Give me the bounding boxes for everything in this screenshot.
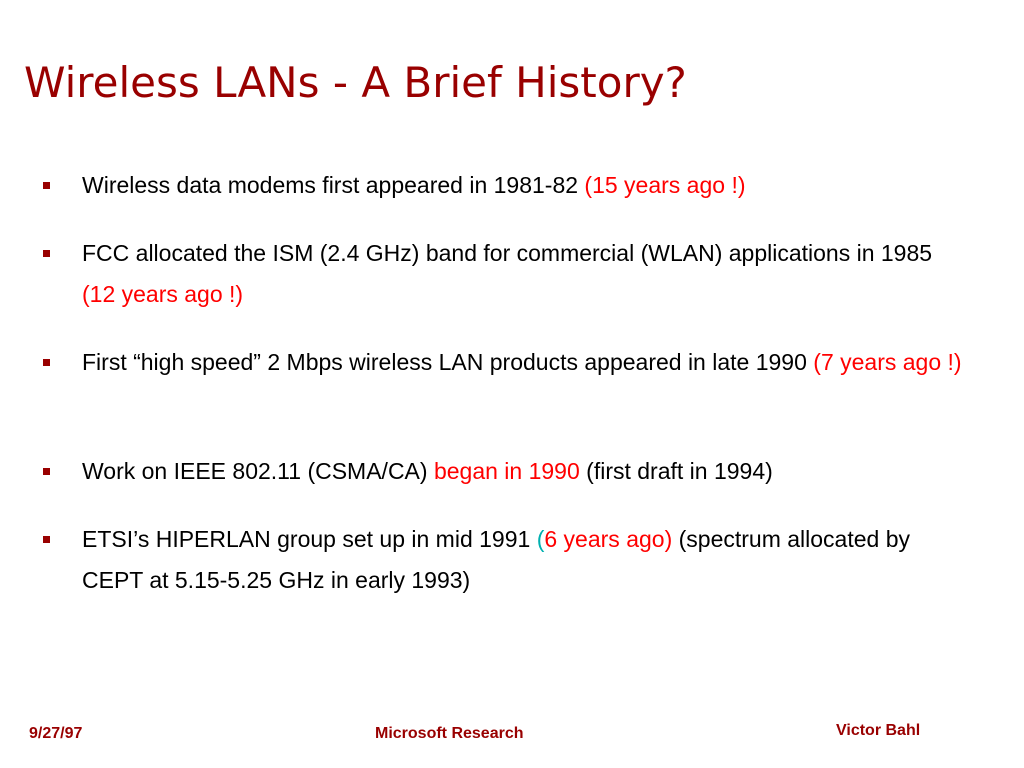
bullet-text-segment: (first draft in 1994)	[579, 458, 773, 484]
bullet-text-segment: (12 years ago !)	[82, 281, 244, 307]
bullet-text: First “high speed” 2 Mbps wireless LAN p…	[82, 342, 962, 383]
bullet-text-segment: ETSI’s HIPERLAN group set up in mid 1991	[82, 526, 537, 552]
footer-author: Victor Bahl	[836, 722, 921, 739]
bullet-text-segment: Wireless data modems first appeared in 1…	[82, 172, 585, 198]
footer-organization: Microsoft Research	[375, 725, 524, 742]
bullet-text: ETSI’s HIPERLAN group set up in mid 1991…	[82, 519, 962, 601]
footer-date: 9/27/97	[29, 725, 83, 742]
bullet-text-segment: (15 years ago !)	[584, 172, 746, 198]
bullet-marker-icon	[43, 182, 50, 189]
bullet-text: FCC allocated the ISM (2.4 GHz) band for…	[82, 233, 962, 315]
bullet-marker-icon	[43, 250, 50, 257]
slide-title: Wireless LANs - A Brief History?	[24, 58, 687, 107]
bullet-text: Work on IEEE 802.11 (CSMA/CA) began in 1…	[82, 451, 962, 492]
bullet-text-segment: Work on IEEE 802.11 (CSMA/CA)	[82, 458, 434, 484]
bullet-text-segment: began in 1990	[433, 458, 580, 484]
bullet-marker-icon	[43, 536, 50, 543]
bullet-text-segment: First “high speed” 2 Mbps wireless LAN p…	[82, 349, 814, 375]
bullet-marker-icon	[43, 359, 50, 366]
bullet-text-segment: (7 years ago !)	[813, 349, 962, 375]
bullet-marker-icon	[43, 468, 50, 475]
bullet-text-segment: (spectrum allocated by CEPT at 5.15-5.25…	[82, 526, 911, 593]
bullet-text: Wireless data modems first appeared in 1…	[82, 165, 962, 206]
bullet-text-segment: FCC allocated the ISM (2.4 GHz) band for…	[82, 240, 933, 266]
bullet-text-segment: (	[536, 526, 545, 552]
bullet-text-segment: 6 years ago)	[544, 526, 673, 552]
